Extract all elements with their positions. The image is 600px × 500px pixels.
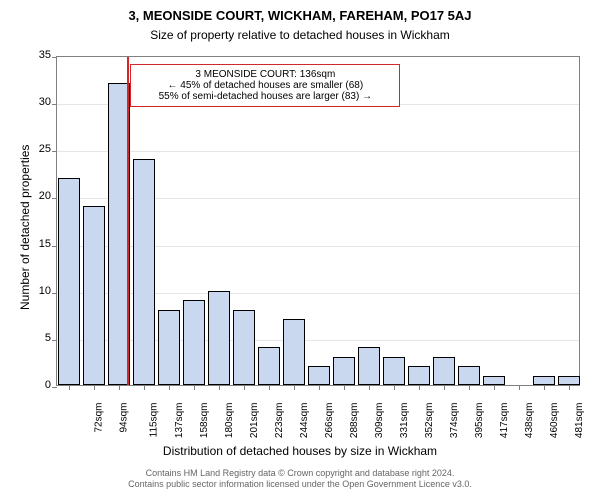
bar [208, 291, 230, 385]
ytick-label: 35 [39, 49, 57, 61]
plot-inner: 0510152025303572sqm94sqm115sqm137sqm158s… [57, 57, 579, 385]
bar [533, 376, 555, 385]
xtick-mark [569, 385, 570, 390]
bar [458, 366, 480, 385]
xtick-mark [169, 385, 170, 390]
bar [133, 159, 155, 385]
ytick-label: 0 [45, 379, 57, 391]
xtick-mark [419, 385, 420, 390]
bar [83, 206, 105, 385]
xtick-mark [344, 385, 345, 390]
plot-area: 0510152025303572sqm94sqm115sqm137sqm158s… [56, 56, 580, 386]
xtick-mark [244, 385, 245, 390]
xtick-label: 395sqm [474, 403, 485, 439]
bar [308, 366, 330, 385]
xtick-label: 288sqm [349, 403, 360, 439]
bar [283, 319, 305, 385]
bar [258, 347, 280, 385]
xtick-label: 460sqm [549, 403, 560, 439]
footer-line: Contains HM Land Registry data © Crown c… [0, 468, 600, 479]
xtick-mark [369, 385, 370, 390]
xtick-mark [194, 385, 195, 390]
xtick-mark [394, 385, 395, 390]
xtick-label: 180sqm [224, 403, 235, 439]
xtick-mark [119, 385, 120, 390]
xtick-mark [544, 385, 545, 390]
xtick-label: 417sqm [499, 403, 510, 439]
xtick-mark [69, 385, 70, 390]
xtick-label: 72sqm [94, 403, 105, 433]
ytick-label: 25 [39, 143, 57, 155]
footer-attribution: Contains HM Land Registry data © Crown c… [0, 468, 600, 490]
ytick-label: 30 [39, 96, 57, 108]
bar [383, 357, 405, 385]
xtick-label: 266sqm [324, 403, 335, 439]
xtick-label: 481sqm [574, 403, 585, 439]
xtick-mark [494, 385, 495, 390]
bar [183, 300, 205, 385]
gridline [57, 151, 579, 152]
xtick-mark [294, 385, 295, 390]
bar [158, 310, 180, 385]
xtick-label: 244sqm [299, 403, 310, 439]
xtick-label: 374sqm [449, 403, 460, 439]
bar [333, 357, 355, 385]
xtick-label: 438sqm [524, 403, 535, 439]
chart-title-main: 3, MEONSIDE COURT, WICKHAM, FAREHAM, PO1… [0, 8, 600, 23]
xtick-mark [319, 385, 320, 390]
bar [408, 366, 430, 385]
annotation-line: 55% of semi-detached houses are larger (… [139, 91, 391, 102]
xtick-mark [519, 385, 520, 390]
annotation-box: 3 MEONSIDE COURT: 136sqm← 45% of detache… [130, 64, 400, 107]
xtick-mark [469, 385, 470, 390]
xtick-label: 115sqm [149, 403, 160, 438]
ytick-label: 10 [39, 285, 57, 297]
xtick-label: 94sqm [119, 403, 130, 433]
xtick-mark [94, 385, 95, 390]
bar [358, 347, 380, 385]
chart-title-sub: Size of property relative to detached ho… [0, 28, 600, 42]
xtick-label: 201sqm [249, 403, 260, 439]
bar [483, 376, 505, 385]
xtick-label: 331sqm [399, 403, 410, 439]
x-axis-label: Distribution of detached houses by size … [0, 444, 600, 458]
xtick-mark [269, 385, 270, 390]
bar [58, 178, 80, 385]
footer-line: Contains public sector information licen… [0, 479, 600, 490]
xtick-mark [444, 385, 445, 390]
bar [558, 376, 580, 385]
xtick-mark [219, 385, 220, 390]
bar [433, 357, 455, 385]
y-axis-label: Number of detached properties [18, 145, 32, 310]
annotation-line: 3 MEONSIDE COURT: 136sqm [139, 69, 391, 80]
xtick-label: 137sqm [174, 403, 185, 439]
ytick-label: 5 [45, 332, 57, 344]
xtick-label: 309sqm [374, 403, 385, 439]
xtick-label: 223sqm [274, 403, 285, 439]
figure: 3, MEONSIDE COURT, WICKHAM, FAREHAM, PO1… [0, 0, 600, 500]
ytick-label: 20 [39, 190, 57, 202]
xtick-mark [144, 385, 145, 390]
bar [233, 310, 255, 385]
reference-line [127, 57, 129, 385]
xtick-label: 158sqm [199, 403, 210, 439]
xtick-label: 352sqm [424, 403, 435, 439]
annotation-line: ← 45% of detached houses are smaller (68… [139, 80, 391, 91]
ytick-label: 15 [39, 238, 57, 250]
